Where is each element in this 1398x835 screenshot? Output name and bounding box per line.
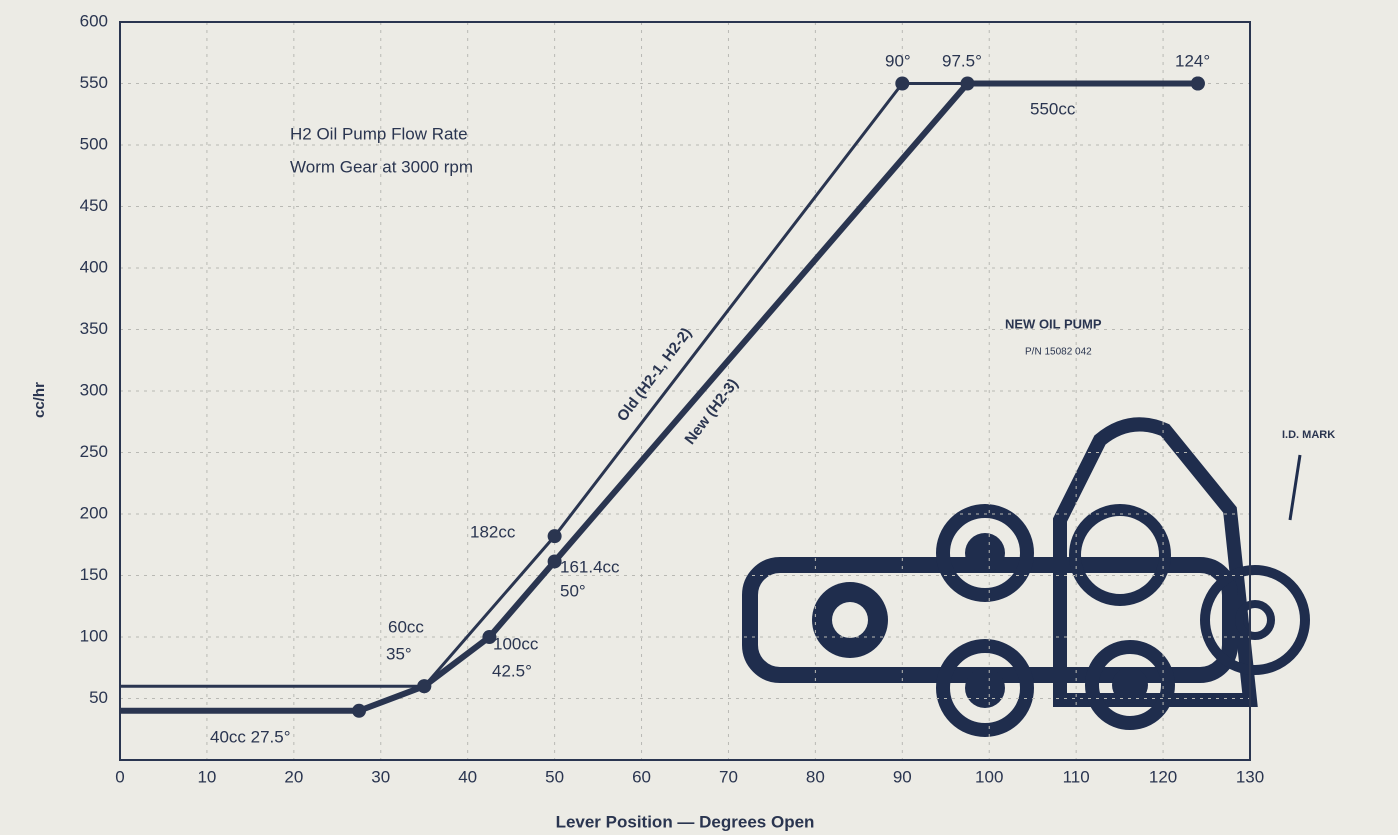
annotation: NEW OIL PUMP [1005,316,1102,331]
y-tick-label: 150 [80,565,108,584]
x-tick-label: 60 [632,767,651,786]
annotation: I.D. MARK [1282,429,1335,441]
annotation: 124° [1175,51,1210,70]
annotation: H2 Oil Pump Flow Rate [290,124,468,143]
annotation: Worm Gear at 3000 rpm [290,157,473,176]
x-tick-label: 0 [115,767,124,786]
plot-frame [119,21,1251,761]
y-tick-label: 500 [80,134,108,153]
annotation: 182cc [470,522,516,541]
y-tick-label: 200 [80,503,108,522]
y-tick-label: 50 [89,688,108,707]
annotation: 60cc [388,617,424,636]
x-tick-label: 70 [719,767,738,786]
annotation: 50° [560,581,586,600]
y-tick-label: 250 [80,442,108,461]
x-tick-label: 110 [1063,767,1090,786]
point [895,76,910,91]
annotation: 40cc 27.5° [210,727,291,746]
annotation: P/N 15082 042 [1025,347,1092,358]
y-tick-label: 400 [80,257,108,276]
point [482,630,497,644]
x-tick-label: 80 [806,767,825,786]
x-tick-label: 50 [545,767,564,786]
annotation: 550cc [1030,99,1076,118]
x-tick-label: 130 [1236,767,1264,786]
x-tick-label: 90 [893,767,912,786]
x-axis-label: Lever Position — Degrees Open [556,812,815,831]
x-tick-label: 40 [458,767,477,786]
annotation: 90° [885,51,911,70]
y-axis-label: cc/hr [31,382,48,418]
y-tick-label: 450 [80,196,108,215]
annotation: 97.5° [942,51,982,70]
y-tick-label: 350 [80,319,108,338]
point [547,529,562,544]
oil-pump-drawing [742,417,1310,737]
annotation: 35° [386,644,412,663]
point [417,679,432,694]
y-tick-label: 600 [80,11,108,30]
x-tick-label: 10 [197,767,216,786]
y-tick-label: 100 [80,626,108,645]
annotation: 100cc [493,634,539,653]
point [352,703,367,718]
x-tick-label: 20 [284,767,303,786]
point [547,554,562,569]
annotation: 42.5° [492,661,532,680]
y-tick-label: 550 [80,73,108,92]
y-tick-label: 300 [80,380,108,399]
point [960,76,975,91]
annotation: 161.4cc [560,557,620,576]
x-tick-label: 100 [975,767,1003,786]
x-tick-label: 30 [371,767,390,786]
x-tick-label: 120 [1149,767,1177,786]
point [1190,76,1205,91]
